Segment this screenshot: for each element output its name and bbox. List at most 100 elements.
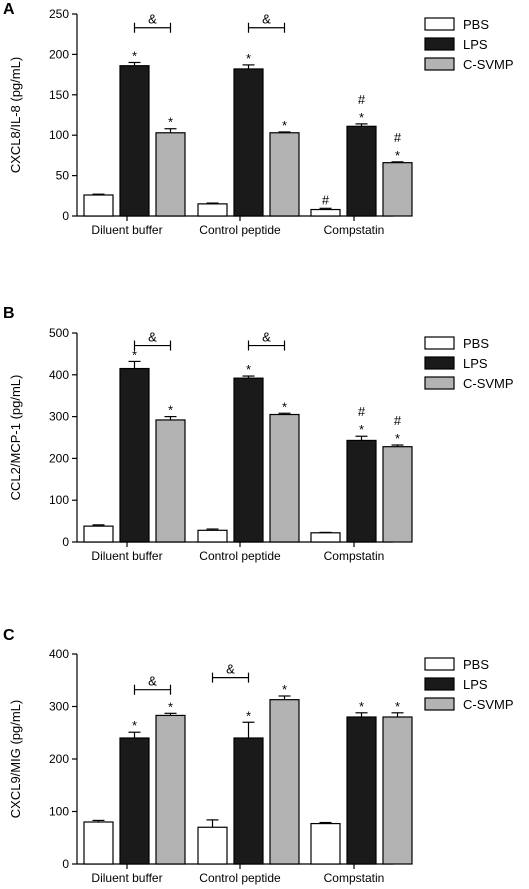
significance-star: * — [168, 403, 173, 418]
significance-star: * — [395, 148, 400, 163]
bracket-label: & — [226, 662, 235, 677]
x-tick-label: Compstatin — [324, 549, 385, 563]
legend-swatch — [424, 356, 455, 370]
bar — [197, 529, 228, 543]
y-tick-label: 400 — [49, 368, 69, 382]
bracket-label: & — [262, 12, 271, 27]
y-tick-label: 200 — [49, 752, 69, 766]
bar — [310, 532, 341, 543]
significance-star: * — [282, 682, 287, 697]
bar — [155, 419, 186, 543]
significance-star: * — [359, 699, 364, 714]
bar — [310, 822, 341, 865]
significance-hash: # — [358, 404, 366, 419]
significance-star: * — [282, 118, 287, 133]
bar — [346, 716, 377, 865]
significance-star: * — [395, 699, 400, 714]
x-tick-label: Diluent buffer — [91, 871, 162, 885]
bracket-label: & — [262, 330, 271, 345]
bar — [83, 525, 114, 543]
y-tick-label: 0 — [62, 209, 69, 223]
y-tick-label: 0 — [62, 857, 69, 871]
bar — [233, 68, 264, 217]
significance-star: * — [395, 431, 400, 446]
y-tick-label: 100 — [49, 805, 69, 819]
significance-star: * — [282, 399, 287, 414]
y-axis-label: CXCL9/MIG (pg/mL) — [8, 700, 23, 818]
y-tick-label: 100 — [49, 128, 69, 142]
y-tick-label: 500 — [49, 326, 69, 340]
bar — [269, 413, 300, 543]
legend-swatch — [424, 37, 455, 51]
x-tick-label: Compstatin — [324, 871, 385, 885]
bar — [382, 446, 413, 543]
legend-label: PBS — [463, 657, 489, 672]
significance-star: * — [246, 362, 251, 377]
legend-swatch — [424, 677, 455, 691]
bar — [197, 203, 228, 217]
legend-label: C-SVMP — [463, 57, 514, 72]
x-tick-label: Control peptide — [199, 223, 281, 237]
y-axis-label: CXCL8/IL-8 (pg/mL) — [8, 57, 23, 173]
legend-swatch — [424, 697, 455, 711]
bracket-label: & — [148, 330, 157, 345]
y-tick-label: 400 — [49, 647, 69, 661]
bar — [346, 439, 377, 543]
bar — [233, 737, 264, 865]
chart-panel-b: B CCL2/MCP-1 (pg/mL) 0 100 200 300 400 500 Dilue… — [3, 305, 514, 563]
significance-star: * — [132, 718, 137, 733]
legend-label: C-SVMP — [463, 376, 514, 391]
bar — [155, 132, 186, 217]
significance-star: * — [132, 347, 137, 362]
chart-panel-a: A CXCL8/IL-8 (pg/mL) 0 50 100 150 200 250 Diluen… — [3, 1, 514, 237]
significance-star: * — [359, 422, 364, 437]
legend-swatch — [424, 57, 455, 71]
legend-swatch — [424, 336, 455, 350]
bar — [197, 826, 228, 865]
y-tick-label: 200 — [49, 47, 69, 61]
legend-label: LPS — [463, 356, 488, 371]
legend-swatch — [424, 376, 455, 390]
bar — [83, 821, 114, 865]
y-tick-label: 0 — [62, 535, 69, 549]
bar — [119, 737, 150, 865]
x-tick-label: Diluent buffer — [91, 223, 162, 237]
significance-star: * — [246, 708, 251, 723]
bar — [83, 194, 114, 217]
y-tick-label: 250 — [49, 7, 69, 21]
y-axis-label: CCL2/MCP-1 (pg/mL) — [8, 375, 23, 501]
bar — [310, 208, 341, 217]
bar — [119, 65, 150, 217]
y-tick-label: 200 — [49, 451, 69, 465]
significance-hash: # — [394, 130, 402, 145]
significance-hash: # — [322, 192, 330, 207]
significance-star: * — [132, 48, 137, 63]
x-tick-label: Diluent buffer — [91, 549, 162, 563]
legend-label: LPS — [463, 37, 488, 52]
panel-letter: A — [3, 1, 15, 18]
bracket-label: & — [148, 12, 157, 27]
y-tick-label: 150 — [49, 88, 69, 102]
significance-star: * — [246, 51, 251, 66]
legend-label: PBS — [463, 17, 489, 32]
significance-hash: # — [358, 92, 366, 107]
bracket-label: & — [148, 674, 157, 689]
legend-label: PBS — [463, 336, 489, 351]
bar — [155, 714, 186, 865]
x-tick-label: Control peptide — [199, 549, 281, 563]
panel-letter: C — [3, 627, 15, 644]
bar — [233, 377, 264, 543]
legend-label: C-SVMP — [463, 697, 514, 712]
bar — [346, 125, 377, 217]
significance-star: * — [168, 115, 173, 130]
significance-star: * — [359, 110, 364, 125]
bar — [119, 367, 150, 543]
y-tick-label: 50 — [56, 169, 70, 183]
legend-swatch — [424, 657, 455, 671]
chart-panel-c: C CXCL9/MIG (pg/mL) 0 100 200 300 400 Diluent b… — [3, 627, 514, 885]
legend-label: LPS — [463, 677, 488, 692]
bar — [382, 716, 413, 865]
x-tick-label: Compstatin — [324, 223, 385, 237]
legend-swatch — [424, 17, 455, 31]
